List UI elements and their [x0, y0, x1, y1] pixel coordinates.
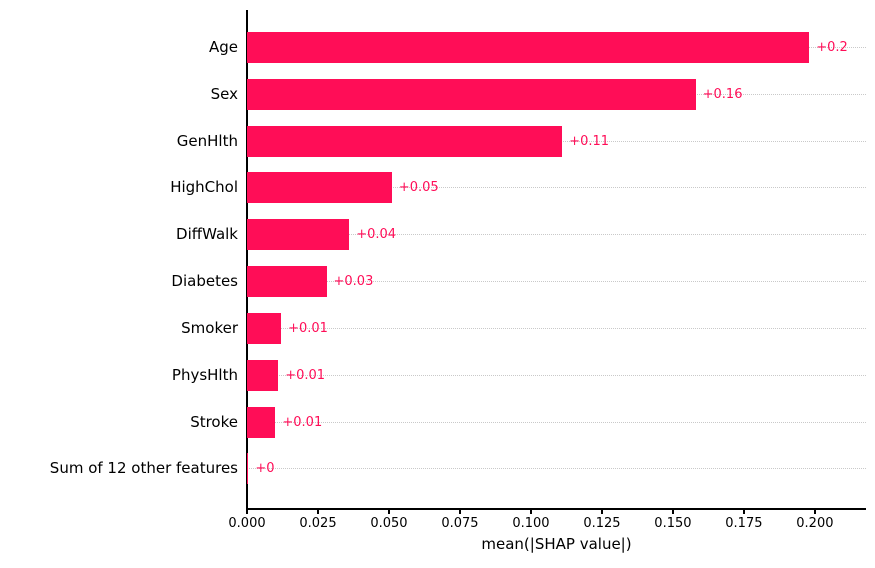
category-label: Age — [208, 38, 238, 56]
gridline — [247, 468, 866, 470]
category-label: Sex — [210, 84, 238, 103]
category-label: PhysHlth — [171, 365, 238, 384]
bar-value-label: +0.01 — [288, 320, 328, 336]
bar-diffwalk — [247, 219, 350, 251]
x-tick-label: 0.150 — [654, 516, 692, 531]
bar-value-label: +0.04 — [356, 227, 397, 243]
x-tick-label: 0.200 — [796, 516, 834, 531]
bar-age — [247, 32, 810, 63]
gridline — [247, 187, 866, 189]
category-label: Stroke — [190, 412, 238, 431]
y-axis-spine — [246, 10, 248, 508]
x-tick-label: 0.100 — [512, 516, 550, 531]
gridline — [247, 327, 866, 329]
x-tick-mark — [459, 509, 461, 514]
x-axis-title: mean(|SHAP value|) — [481, 535, 632, 553]
bar-physhlth — [247, 359, 279, 391]
bar-value-label: +0.01 — [282, 414, 323, 430]
x-tick-label: 0.000 — [228, 516, 266, 531]
bar-sum-of-12-other-features — [247, 453, 249, 485]
x-tick-mark — [672, 509, 674, 514]
category-label: GenHlth — [176, 131, 238, 150]
x-tick-mark — [530, 509, 532, 514]
bar-value-label: +0.11 — [569, 133, 610, 149]
gridline — [247, 421, 866, 423]
category-label: Diabetes — [171, 272, 238, 291]
bar-value-label: +0.05 — [398, 180, 439, 196]
x-tick-mark — [317, 509, 319, 514]
x-tick-mark — [814, 509, 816, 514]
bar-highchol — [247, 172, 392, 204]
x-tick-label: 0.025 — [299, 516, 337, 531]
bar-sex — [247, 78, 696, 110]
x-tick-mark — [743, 509, 745, 514]
x-tick-label: 0.125 — [583, 516, 621, 531]
gridline — [247, 281, 866, 283]
bar-smoker — [247, 312, 282, 344]
bar-stroke — [247, 406, 276, 438]
category-label: DiffWalk — [176, 225, 238, 244]
x-tick-mark — [246, 509, 248, 514]
category-label: Sum of 12 other features — [49, 459, 238, 478]
bar-value-label: +0.2 — [816, 40, 848, 55]
bar-genhlth — [247, 125, 563, 157]
gridline — [247, 234, 866, 236]
x-axis-spine — [246, 508, 866, 510]
bar-diabetes — [247, 266, 327, 298]
x-tick-mark — [388, 509, 390, 514]
bar-value-label: +0.01 — [285, 367, 326, 383]
x-tick-label: 0.175 — [725, 516, 763, 531]
gridline — [247, 374, 866, 376]
category-label: HighChol — [170, 178, 238, 197]
bar-value-label: +0.16 — [702, 86, 743, 102]
category-label: Smoker — [181, 318, 238, 337]
x-tick-mark — [601, 509, 603, 514]
bar-value-label: +0 — [255, 461, 275, 477]
bar-value-label: +0.03 — [333, 274, 374, 290]
x-tick-label: 0.075 — [441, 516, 479, 531]
x-tick-label: 0.050 — [370, 516, 408, 531]
